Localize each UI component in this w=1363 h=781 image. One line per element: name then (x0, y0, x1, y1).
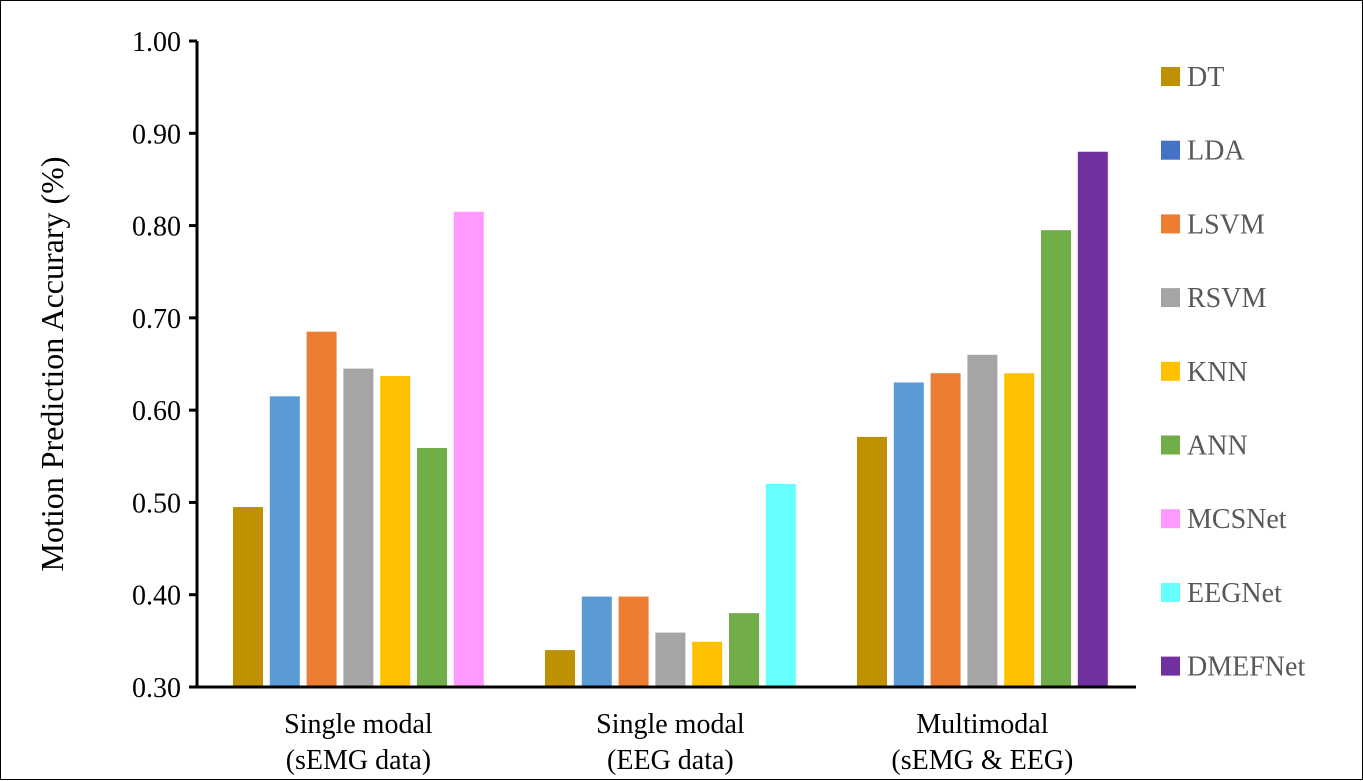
y-tick-label: 0.60 (132, 396, 181, 427)
legend-label-knn: KNN (1187, 357, 1248, 388)
category-label: (sEMG & EEG) (891, 745, 1073, 776)
legend-label-mcsnet: MCSNet (1187, 504, 1287, 535)
legend-label-dt: DT (1187, 62, 1224, 93)
bar-knn-group-1 (380, 375, 411, 686)
legend-swatch-dt (1161, 67, 1180, 86)
legend-label-eegnet: EEGNet (1187, 578, 1282, 609)
category-label: (EEG data) (607, 745, 734, 776)
legend-swatch-ann (1161, 435, 1180, 455)
legend-swatch-knn (1161, 361, 1180, 381)
bar-lda-group-3 (893, 382, 924, 686)
legend-label-lda: LDA (1187, 136, 1245, 167)
y-tick-label: 0.80 (132, 212, 181, 243)
y-tick-label: 0.90 (132, 119, 181, 150)
bar-dt-group-2 (545, 650, 575, 686)
bar-dt-group-3 (857, 436, 887, 686)
bar-mcsnet-group-1 (453, 211, 484, 686)
legend-swatch-rsvm (1161, 288, 1180, 308)
bar-lsvm-group-2 (618, 596, 649, 686)
category-label: (sEMG data) (286, 745, 431, 776)
legend-swatch-eegnet (1161, 582, 1180, 602)
bar-rsvm-group-1 (343, 368, 374, 686)
legend-label-dmefnet: DMEFNet (1187, 652, 1305, 683)
bar-ann-group-2 (729, 613, 759, 686)
bar-lsvm-group-1 (306, 331, 337, 686)
bar-lda-group-2 (581, 596, 612, 686)
bar-dmefnet-group-3 (1077, 151, 1108, 686)
legend-label-lsvm: LSVM (1187, 209, 1265, 240)
category-label: Single modal (596, 709, 745, 740)
category-label: Multimodal (916, 709, 1048, 740)
bar-lda-group-1 (269, 396, 300, 686)
y-tick-label: 0.50 (132, 488, 181, 519)
legend-label-ann: ANN (1187, 431, 1248, 462)
bar-rsvm-group-2 (655, 632, 686, 686)
legend-swatch-lda (1161, 140, 1180, 160)
legend-swatch-lsvm (1161, 214, 1180, 234)
y-tick-label: 0.70 (132, 304, 181, 335)
bar-knn-group-2 (692, 641, 723, 686)
y-tick-label: 0.40 (132, 581, 181, 612)
bar-eegnet-group-2 (765, 483, 796, 686)
legend-swatch-dmefnet (1161, 656, 1180, 676)
y-axis-label: Motion Prediction Accurary (%) (34, 157, 70, 572)
bar-ann-group-1 (417, 447, 447, 686)
bar-ann-group-3 (1041, 230, 1071, 686)
bar-dt-group-1 (233, 507, 263, 686)
y-tick-label: 1.00 (132, 27, 181, 58)
legend-swatch-mcsnet (1161, 509, 1180, 529)
bar-lsvm-group-3 (930, 373, 961, 686)
bar-rsvm-group-3 (967, 354, 998, 686)
legend-label-rsvm: RSVM (1187, 283, 1266, 314)
bar-knn-group-3 (1004, 373, 1035, 686)
category-label: Single modal (284, 709, 433, 740)
y-tick-label: 0.30 (132, 673, 181, 704)
